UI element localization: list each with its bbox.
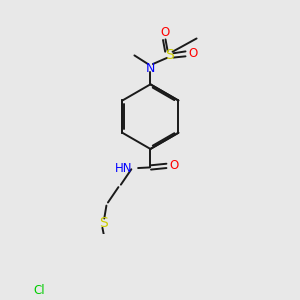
Text: Cl: Cl [33,284,45,297]
Text: N: N [146,62,155,75]
Text: O: O [160,26,170,39]
Text: HN: HN [115,161,133,175]
Text: S: S [99,216,108,230]
Text: O: O [169,159,179,172]
Text: O: O [189,47,198,60]
Text: S: S [165,48,174,62]
